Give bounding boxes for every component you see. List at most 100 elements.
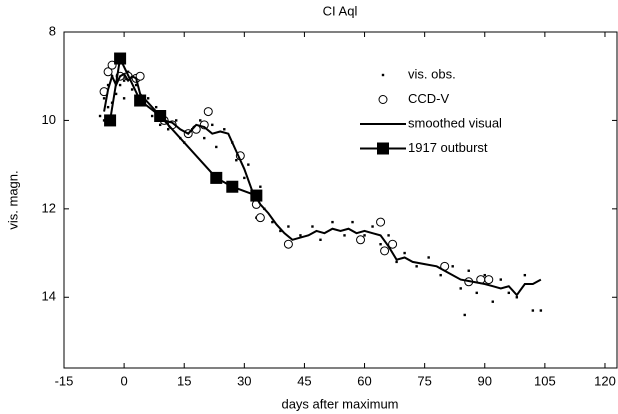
dot [343, 234, 346, 237]
dot [122, 79, 126, 82]
dot [403, 251, 406, 255]
dot [130, 88, 134, 91]
dot [150, 114, 154, 118]
dot [146, 97, 150, 100]
dot [203, 136, 206, 140]
x-tick-label: 30 [237, 373, 251, 388]
dot [166, 128, 170, 131]
circle-marker [388, 239, 398, 249]
dot [463, 313, 466, 317]
dot [247, 163, 250, 166]
dot [311, 225, 314, 228]
circle-marker [356, 235, 366, 245]
y-tick-label: 14 [42, 289, 56, 304]
square-marker [226, 180, 239, 193]
dot [387, 234, 390, 237]
dot [331, 220, 334, 224]
circle-marker [380, 246, 390, 256]
circle-marker [255, 213, 265, 223]
dot [475, 291, 478, 295]
x-tick-label: 90 [478, 373, 492, 388]
dot [279, 229, 282, 233]
legend-marker [377, 142, 389, 155]
square-marker [104, 114, 117, 127]
dot [102, 119, 106, 122]
x-tick-label: 0 [120, 373, 127, 388]
x-axis-label: days after maximum [281, 396, 398, 411]
dot [371, 225, 374, 228]
dot [467, 269, 470, 272]
legend-label: smoothed visual [408, 115, 502, 130]
square-marker [154, 110, 167, 122]
square-marker [210, 171, 223, 184]
legend-label: vis. obs. [408, 66, 456, 81]
plot-frame [63, 31, 618, 369]
y-tick-label: 12 [42, 200, 56, 215]
square-marker [250, 189, 263, 202]
dot [175, 119, 178, 122]
dot [299, 234, 302, 237]
legend-label: CCD-V [408, 91, 449, 106]
dot [531, 309, 535, 312]
dot [491, 300, 494, 303]
dot [395, 260, 398, 264]
dot [351, 220, 354, 224]
dot [158, 123, 162, 127]
dot [118, 83, 122, 87]
legend-marker [381, 73, 385, 77]
dot [451, 265, 454, 268]
dot [211, 123, 214, 127]
dot [102, 97, 106, 100]
dot [427, 256, 430, 259]
dot [415, 265, 418, 268]
legend-label: 1917 outburst [408, 140, 488, 155]
dot [134, 83, 138, 87]
dot [499, 278, 502, 281]
dot [199, 119, 202, 122]
square-marker [114, 52, 127, 65]
dot [98, 114, 102, 118]
dot [259, 185, 262, 188]
dot [271, 220, 274, 224]
y-axis-label: vis. magn. [5, 170, 20, 229]
dot [106, 105, 110, 109]
x-tick-label: 75 [417, 373, 431, 388]
x-tick-label: 45 [297, 373, 311, 388]
dot [223, 128, 226, 131]
dot [235, 159, 238, 162]
x-tick-label: 15 [177, 373, 191, 388]
dot [287, 225, 290, 228]
dot [319, 238, 322, 241]
dot [459, 287, 462, 290]
dot [243, 176, 246, 180]
dot [483, 273, 486, 277]
legend-marker [378, 95, 388, 104]
x-tick-label: 120 [594, 373, 616, 388]
dot [507, 291, 511, 295]
circle-marker [376, 217, 386, 227]
dot [515, 296, 519, 299]
dot [122, 97, 126, 100]
x-tick-label: -15 [55, 373, 74, 388]
dot [523, 273, 527, 277]
dot [114, 92, 118, 96]
dot [439, 273, 442, 277]
y-tick-label: 10 [42, 112, 56, 127]
dot [154, 105, 158, 109]
dot [539, 309, 543, 312]
circle-marker [135, 71, 145, 81]
dot [106, 83, 110, 87]
series-line [103, 72, 542, 297]
circle-marker [107, 60, 117, 70]
circle-marker [203, 107, 213, 117]
dot [215, 145, 218, 149]
y-tick-label: 8 [49, 23, 56, 38]
circle-marker [484, 275, 494, 285]
dot [379, 243, 382, 246]
square-marker [134, 94, 147, 107]
circle-marker [283, 239, 293, 249]
chart-title: CI Aql [323, 3, 358, 18]
dot [363, 234, 366, 237]
